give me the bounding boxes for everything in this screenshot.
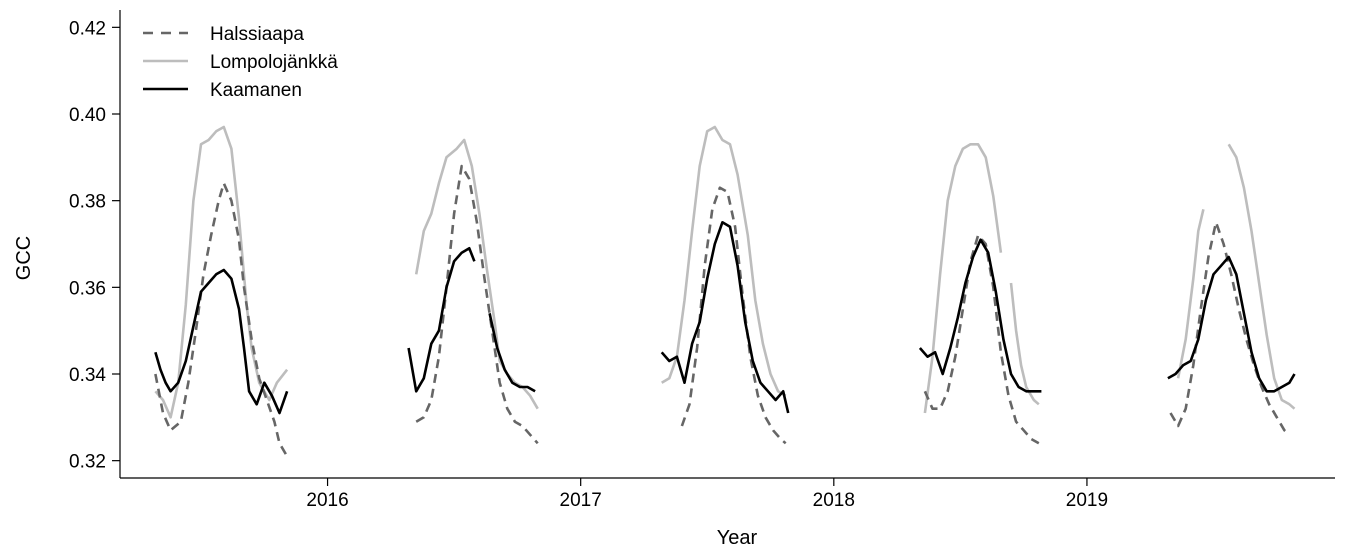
series-line-lompolojankka bbox=[661, 125, 787, 397]
series-line-lompolojankka bbox=[923, 143, 1003, 414]
series-line-kaamanen bbox=[1167, 255, 1296, 393]
series-kaamanen bbox=[154, 221, 1296, 415]
y-tick-label: 0.36 bbox=[69, 278, 106, 299]
series-line-kaamanen bbox=[660, 221, 790, 414]
x-tick-label: 2017 bbox=[560, 490, 602, 511]
series-line-halssiaapa bbox=[154, 182, 289, 457]
x-axis-title: Year bbox=[717, 527, 758, 548]
series-line-kaamanen bbox=[488, 313, 536, 393]
y-tick-label: 0.42 bbox=[69, 18, 106, 39]
legend: Halssiaapa Lompolojänkkä Kaamanen bbox=[143, 24, 338, 101]
x-tick-label: 2019 bbox=[1066, 490, 1108, 511]
axes: 0.320.340.360.380.400.42 2016 2017 2018 201… bbox=[69, 10, 1335, 511]
series-lompolojankka bbox=[154, 125, 1296, 419]
series-line-lompolojankka bbox=[414, 138, 539, 410]
series-line-halssiaapa bbox=[415, 164, 539, 445]
series-line-kaamanen bbox=[154, 268, 289, 415]
series-halssiaapa bbox=[154, 164, 1291, 457]
y-tick-label: 0.38 bbox=[69, 192, 106, 213]
y-tick-label: 0.32 bbox=[69, 452, 106, 473]
y-ticks: 0.32 0.34 0.36 0.38 0.40 0.42 bbox=[69, 18, 120, 473]
series-line-lompolojankka bbox=[1176, 209, 1205, 379]
legend-label-halssiaapa: Halssiaapa bbox=[210, 24, 304, 45]
series-line-lompolojankka bbox=[1009, 282, 1040, 406]
series-line-lompolojankka bbox=[154, 125, 289, 419]
x-tick-label: 2016 bbox=[306, 490, 348, 511]
series-line-kaamanen bbox=[918, 238, 1042, 393]
y-axis-title: GCC bbox=[13, 236, 35, 280]
series-line-kaamanen bbox=[407, 247, 476, 393]
series-line-halssiaapa bbox=[1169, 221, 1291, 436]
series-line-lompolojankka bbox=[1227, 143, 1296, 410]
legend-label-kaamanen: Kaamanen bbox=[210, 80, 302, 101]
legend-label-lompolojankka: Lompolojänkkä bbox=[210, 52, 338, 73]
y-tick-label: 0.34 bbox=[69, 365, 106, 386]
x-ticks: 2016 2017 2018 2019 bbox=[306, 478, 1108, 511]
series-line-halssiaapa bbox=[680, 186, 787, 445]
y-tick-label: 0.40 bbox=[69, 105, 106, 126]
series-layer bbox=[154, 125, 1296, 457]
x-tick-label: 2018 bbox=[813, 490, 855, 511]
